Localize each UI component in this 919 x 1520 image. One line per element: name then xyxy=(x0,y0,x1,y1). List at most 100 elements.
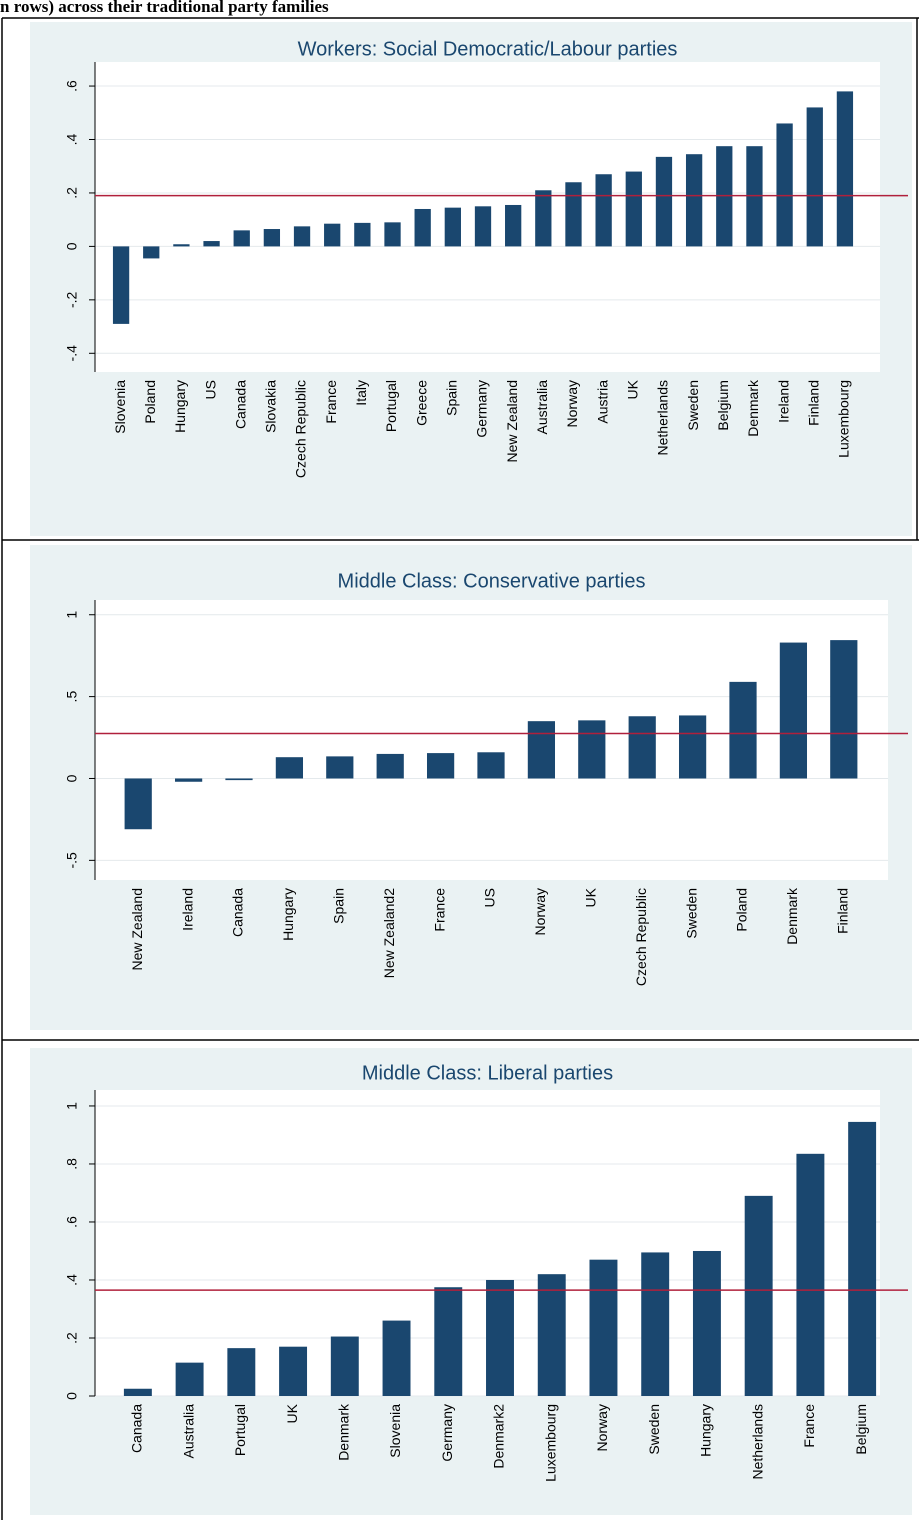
chart-title: Workers: Social Democratic/Labour partie… xyxy=(298,38,678,60)
y-tick-label: 0 xyxy=(64,1392,80,1400)
bar xyxy=(225,778,253,781)
chart-title: Middle Class: Liberal parties xyxy=(362,1062,613,1084)
bar xyxy=(263,229,281,247)
bar xyxy=(326,756,354,779)
bar xyxy=(474,206,492,247)
bar xyxy=(279,1346,308,1396)
x-tick-label: Canada xyxy=(230,888,246,937)
x-tick-label: Denmark2 xyxy=(491,1404,507,1469)
x-tick-label: Italy xyxy=(353,380,369,406)
x-tick-label: Luxembourg xyxy=(542,1404,558,1482)
y-tick-label: 1 xyxy=(64,611,80,619)
x-tick-label: UK xyxy=(583,887,599,907)
bar xyxy=(123,1388,152,1396)
bar xyxy=(655,156,673,247)
bar xyxy=(779,642,808,779)
bar xyxy=(776,123,793,247)
x-tick-label: Spain xyxy=(444,380,460,416)
plot-area xyxy=(95,600,888,880)
bar xyxy=(330,1336,359,1396)
bar xyxy=(477,752,505,779)
x-tick-label: New Zealand xyxy=(504,380,520,463)
bar xyxy=(505,204,522,247)
bar xyxy=(275,757,304,779)
x-tick-label: Germany xyxy=(474,380,490,438)
y-tick-label: .2 xyxy=(64,187,80,199)
x-tick-label: Canada xyxy=(232,380,248,429)
bar xyxy=(203,241,220,247)
x-tick-label: Spain xyxy=(331,888,347,924)
x-tick-label: France xyxy=(801,1404,817,1448)
x-tick-label: Sweden xyxy=(646,1404,662,1455)
bar xyxy=(124,778,152,830)
x-tick-label: Hungary xyxy=(172,380,188,433)
bar xyxy=(678,715,707,779)
x-tick-label: Norway xyxy=(594,1404,610,1451)
bar xyxy=(744,1195,773,1396)
bar xyxy=(233,230,250,247)
bar xyxy=(836,91,854,247)
x-tick-label: Portugal xyxy=(383,380,399,432)
x-tick-label: Sweden xyxy=(685,380,701,431)
x-tick-label: Poland xyxy=(734,888,750,932)
x-tick-label: Belgium xyxy=(715,380,731,431)
bar xyxy=(685,154,703,247)
bar xyxy=(414,208,431,247)
x-tick-label: Denmark xyxy=(784,887,800,945)
bar xyxy=(589,1259,618,1396)
heading: n rows) across their traditional party f… xyxy=(0,0,329,16)
y-tick-label: .5 xyxy=(64,691,80,703)
bar xyxy=(384,222,401,247)
bar xyxy=(625,171,642,247)
y-tick-label: .6 xyxy=(64,80,80,92)
bar xyxy=(382,1320,411,1396)
x-tick-label: France xyxy=(323,380,339,424)
x-tick-label: New Zealand xyxy=(129,888,145,971)
x-tick-label: Belgium xyxy=(853,1404,869,1455)
bar xyxy=(628,716,656,779)
bar xyxy=(729,681,757,779)
bar xyxy=(527,721,556,779)
x-tick-label: Slovenia xyxy=(112,380,128,434)
x-tick-label: Slovenia xyxy=(387,1404,403,1458)
bar xyxy=(692,1250,721,1396)
x-tick-label: UK xyxy=(625,379,641,399)
x-tick-label: Netherlands xyxy=(655,380,671,456)
bar xyxy=(426,753,455,779)
y-tick-label: 0 xyxy=(64,242,80,250)
bar xyxy=(537,1274,566,1396)
y-tick-label: 0 xyxy=(64,774,80,782)
x-tick-label: Denmark xyxy=(745,379,761,437)
x-tick-label: Australia xyxy=(534,380,550,435)
y-tick-label: -.2 xyxy=(64,291,80,308)
bar xyxy=(565,182,582,247)
x-tick-label: Greece xyxy=(413,380,429,426)
x-tick-label: Portugal xyxy=(232,1404,248,1456)
bar xyxy=(143,246,160,259)
x-tick-label: Luxembourg xyxy=(836,380,852,458)
bar xyxy=(796,1153,825,1396)
x-tick-label: Sweden xyxy=(683,888,699,939)
x-tick-label: US xyxy=(202,380,218,399)
bar xyxy=(227,1348,256,1396)
y-tick-label: -.4 xyxy=(64,345,80,362)
x-tick-label: US xyxy=(482,888,498,907)
x-tick-label: Norway xyxy=(532,888,548,935)
x-tick-label: Hungary xyxy=(280,888,296,941)
y-tick-label: -.5 xyxy=(64,852,80,869)
x-tick-label: New Zealand2 xyxy=(381,888,397,978)
x-tick-label: UK xyxy=(284,1403,300,1423)
bar xyxy=(444,207,461,247)
bar xyxy=(806,107,823,247)
x-tick-label: Austria xyxy=(594,380,610,424)
bar xyxy=(112,246,130,324)
bar xyxy=(535,190,552,247)
bar xyxy=(595,174,612,247)
bar xyxy=(354,222,371,247)
x-tick-label: Ireland xyxy=(179,888,195,931)
y-tick-label: .6 xyxy=(64,1216,80,1228)
y-tick-label: .4 xyxy=(64,133,80,145)
x-tick-label: Hungary xyxy=(698,1404,714,1457)
y-tick-label: .2 xyxy=(64,1332,80,1344)
